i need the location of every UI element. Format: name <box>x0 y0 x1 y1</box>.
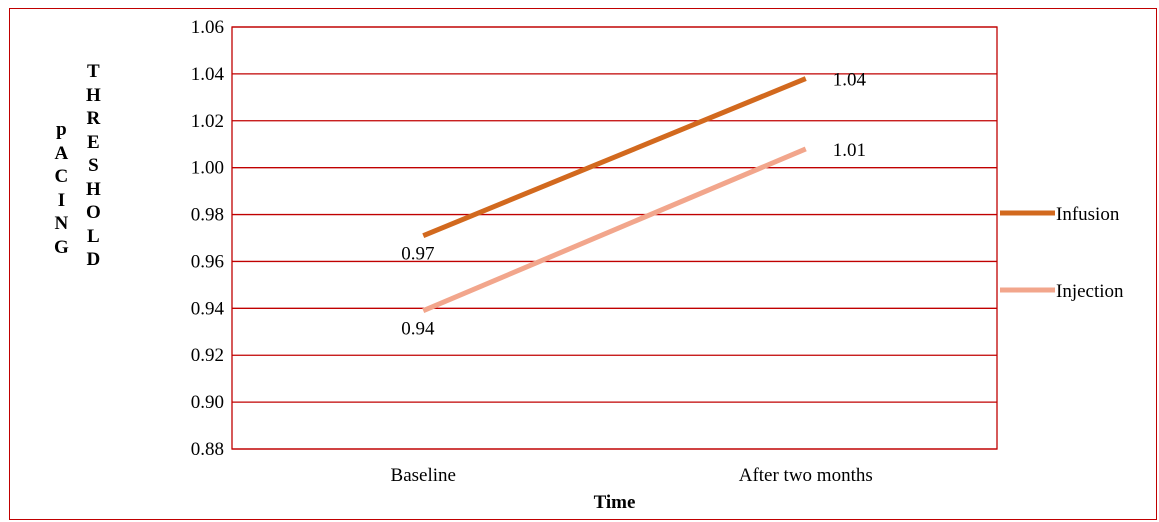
y-axis-letter: G <box>54 236 69 258</box>
y-axis-letter: p <box>56 119 67 140</box>
x-axis-title: Time <box>594 492 636 513</box>
data-label-injection-0: 0.94 <box>401 319 435 340</box>
y-axis-letter: S <box>88 155 99 176</box>
y-tick-label-8: 1.04 <box>191 64 225 85</box>
y-tick-label-2: 0.92 <box>191 345 224 366</box>
data-label-injection-1: 1.01 <box>833 140 866 161</box>
plot-area-border <box>231 26 998 450</box>
y-axis-letter: C <box>54 166 69 187</box>
series-line-injection <box>422 146 807 313</box>
y-axis-letter: R <box>86 108 101 129</box>
x-tick-label-1: After two months <box>739 465 873 486</box>
y-tick-label-6: 1.00 <box>191 158 224 179</box>
y-tick-label-9: 1.06 <box>191 17 224 38</box>
y-axis-letter: H <box>86 178 101 200</box>
y-tick-label-4: 0.96 <box>191 251 224 272</box>
y-tick-label-1: 0.90 <box>191 392 224 413</box>
y-axis-letter: E <box>87 131 100 153</box>
legend-label-injection: Injection <box>1056 281 1124 302</box>
x-tick-label-0: Baseline <box>391 465 456 486</box>
y-axis-letter: L <box>87 225 100 247</box>
y-tick-label-5: 0.98 <box>191 205 224 226</box>
y-axis-letter: I <box>57 189 66 211</box>
chart-frame <box>9 8 1157 520</box>
y-tick-label-3: 0.94 <box>191 298 225 319</box>
y-axis-letter: H <box>86 84 101 106</box>
data-label-infusion-1: 1.04 <box>833 70 867 91</box>
data-label-infusion-0: 0.97 <box>401 244 434 265</box>
y-axis-letter: D <box>86 249 101 270</box>
series-line-infusion <box>422 76 807 238</box>
legend-label-infusion: Infusion <box>1056 204 1120 225</box>
y-axis-letter: T <box>87 61 100 82</box>
y-axis-letter: O <box>86 202 101 223</box>
y-tick-label-0: 0.88 <box>191 439 224 460</box>
y-axis-letter: N <box>54 213 69 234</box>
y-tick-label-7: 1.02 <box>191 111 224 132</box>
y-axis-letter: A <box>54 142 69 164</box>
